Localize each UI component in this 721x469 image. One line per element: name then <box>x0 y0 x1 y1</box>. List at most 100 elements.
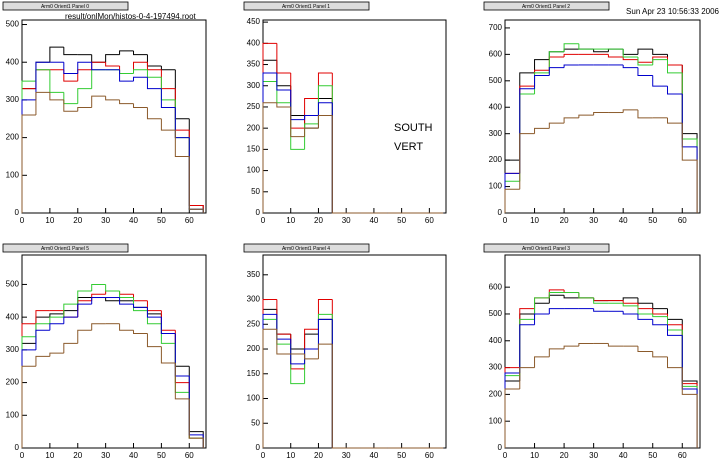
histogram-bin <box>35 91 50 115</box>
x-tick-label: 30 <box>101 216 110 225</box>
y-tick-label: 200 <box>247 123 261 132</box>
histogram-bin <box>681 123 698 213</box>
histogram-bin <box>637 305 653 315</box>
y-tick-label: 0 <box>498 208 503 217</box>
annotation: SOUTH <box>394 122 433 134</box>
histogram-bin <box>35 329 50 350</box>
histogram-bin <box>35 355 50 367</box>
x-tick-label: 20 <box>314 216 323 225</box>
y-tick-label: 200 <box>489 155 503 164</box>
histogram-bin <box>276 329 291 355</box>
histogram-bin <box>652 75 668 87</box>
histogram-bin <box>563 53 579 58</box>
histogram-bin <box>77 106 92 112</box>
x-tick-label: 50 <box>648 451 657 460</box>
x-tick-label: 40 <box>619 216 628 225</box>
histogram-bin <box>21 365 36 448</box>
y-tick-label: 500 <box>6 20 20 29</box>
panel-title: Arm0 Orient1 Panel 2 <box>522 4 570 10</box>
y-tick-label: 350 <box>247 270 261 279</box>
histogram-bin <box>133 304 148 308</box>
x-tick-label: 60 <box>678 216 687 225</box>
histogram-bin <box>91 283 106 291</box>
histogram-bin <box>667 117 683 124</box>
histogram-bin <box>667 59 683 74</box>
histogram-bin <box>652 59 668 65</box>
plot-frame <box>504 19 701 214</box>
histogram-bin <box>622 57 638 61</box>
x-tick-label: 40 <box>129 216 138 225</box>
x-tick-label: 10 <box>286 216 295 225</box>
x-tick-label: 60 <box>185 216 194 225</box>
histogram-bin <box>681 367 698 448</box>
y-tick-label: 400 <box>6 312 20 321</box>
y-tick-label: 350 <box>247 60 261 69</box>
histogram-bin <box>637 109 653 119</box>
y-tick-label: 300 <box>6 345 20 354</box>
x-tick-label: 60 <box>185 451 194 460</box>
histogram-bin <box>91 297 106 305</box>
histogram-bin <box>622 297 638 301</box>
histogram-bin <box>160 317 176 335</box>
histogram-bin <box>548 308 565 314</box>
x-tick-label: 40 <box>369 216 378 225</box>
histogram-bin <box>49 46 64 63</box>
y-tick-label: 500 <box>489 76 503 85</box>
histogram-bin <box>504 188 520 213</box>
histogram-bin <box>21 114 36 213</box>
histogram-bin <box>160 88 176 108</box>
histogram-bin <box>622 109 638 113</box>
histogram-bin <box>77 290 92 305</box>
x-tick-label: 40 <box>619 451 628 460</box>
histogram-bin <box>622 303 638 307</box>
x-tick-label: 20 <box>314 451 323 460</box>
y-tick-label: 200 <box>489 389 503 398</box>
histogram-bin <box>49 92 64 101</box>
histogram-bin <box>35 61 50 100</box>
y-tick-label: 0 <box>15 208 20 217</box>
y-tick-label: 0 <box>15 443 20 452</box>
plot-frame <box>504 254 701 449</box>
histogram-bin <box>105 96 120 101</box>
x-tick-label: 50 <box>397 216 406 225</box>
x-tick-label: 60 <box>425 216 434 225</box>
title-box <box>2 243 129 253</box>
histogram-bin <box>77 61 92 74</box>
y-tick-label: 300 <box>247 295 261 304</box>
x-tick-label: 20 <box>560 216 569 225</box>
y-tick-label: 400 <box>247 38 261 47</box>
histogram-bin <box>534 297 550 320</box>
y-tick-label: 0 <box>256 208 261 217</box>
histogram-bin <box>578 292 594 299</box>
histogram-bin <box>637 57 653 66</box>
histogram-bin <box>667 356 683 369</box>
y-tick-label: 100 <box>6 170 20 179</box>
panel-title: Arm0 Orient1 Panel 5 <box>41 246 89 252</box>
x-tick-label: 50 <box>397 451 406 460</box>
x-tick-label: 30 <box>101 451 110 460</box>
title-box <box>243 243 370 253</box>
x-tick-label: 30 <box>589 216 598 225</box>
y-tick-label: 700 <box>489 23 503 32</box>
histogram-bin <box>35 310 50 324</box>
histogram-bin <box>593 297 609 304</box>
histogram-bin <box>146 333 162 348</box>
x-tick-label: 40 <box>369 451 378 460</box>
histogram-bin <box>317 343 333 359</box>
histogram-bin <box>534 75 550 89</box>
histogram-bin <box>652 351 668 358</box>
histogram-bin <box>105 284 120 292</box>
y-tick-label: 300 <box>489 363 503 372</box>
y-tick-label: 100 <box>489 416 503 425</box>
histogram-bin <box>49 313 64 318</box>
histogram-bin <box>63 47 78 56</box>
x-tick-label: 50 <box>157 216 166 225</box>
x-tick-label: 0 <box>261 216 266 225</box>
x-tick-label: 50 <box>648 216 657 225</box>
y-tick-label: 50 <box>251 418 260 427</box>
histogram-bin <box>77 329 92 344</box>
histogram-bin <box>563 345 579 349</box>
histogram-bin <box>105 54 120 63</box>
histogram-bin <box>548 348 565 357</box>
annotation: VERT <box>394 141 423 153</box>
